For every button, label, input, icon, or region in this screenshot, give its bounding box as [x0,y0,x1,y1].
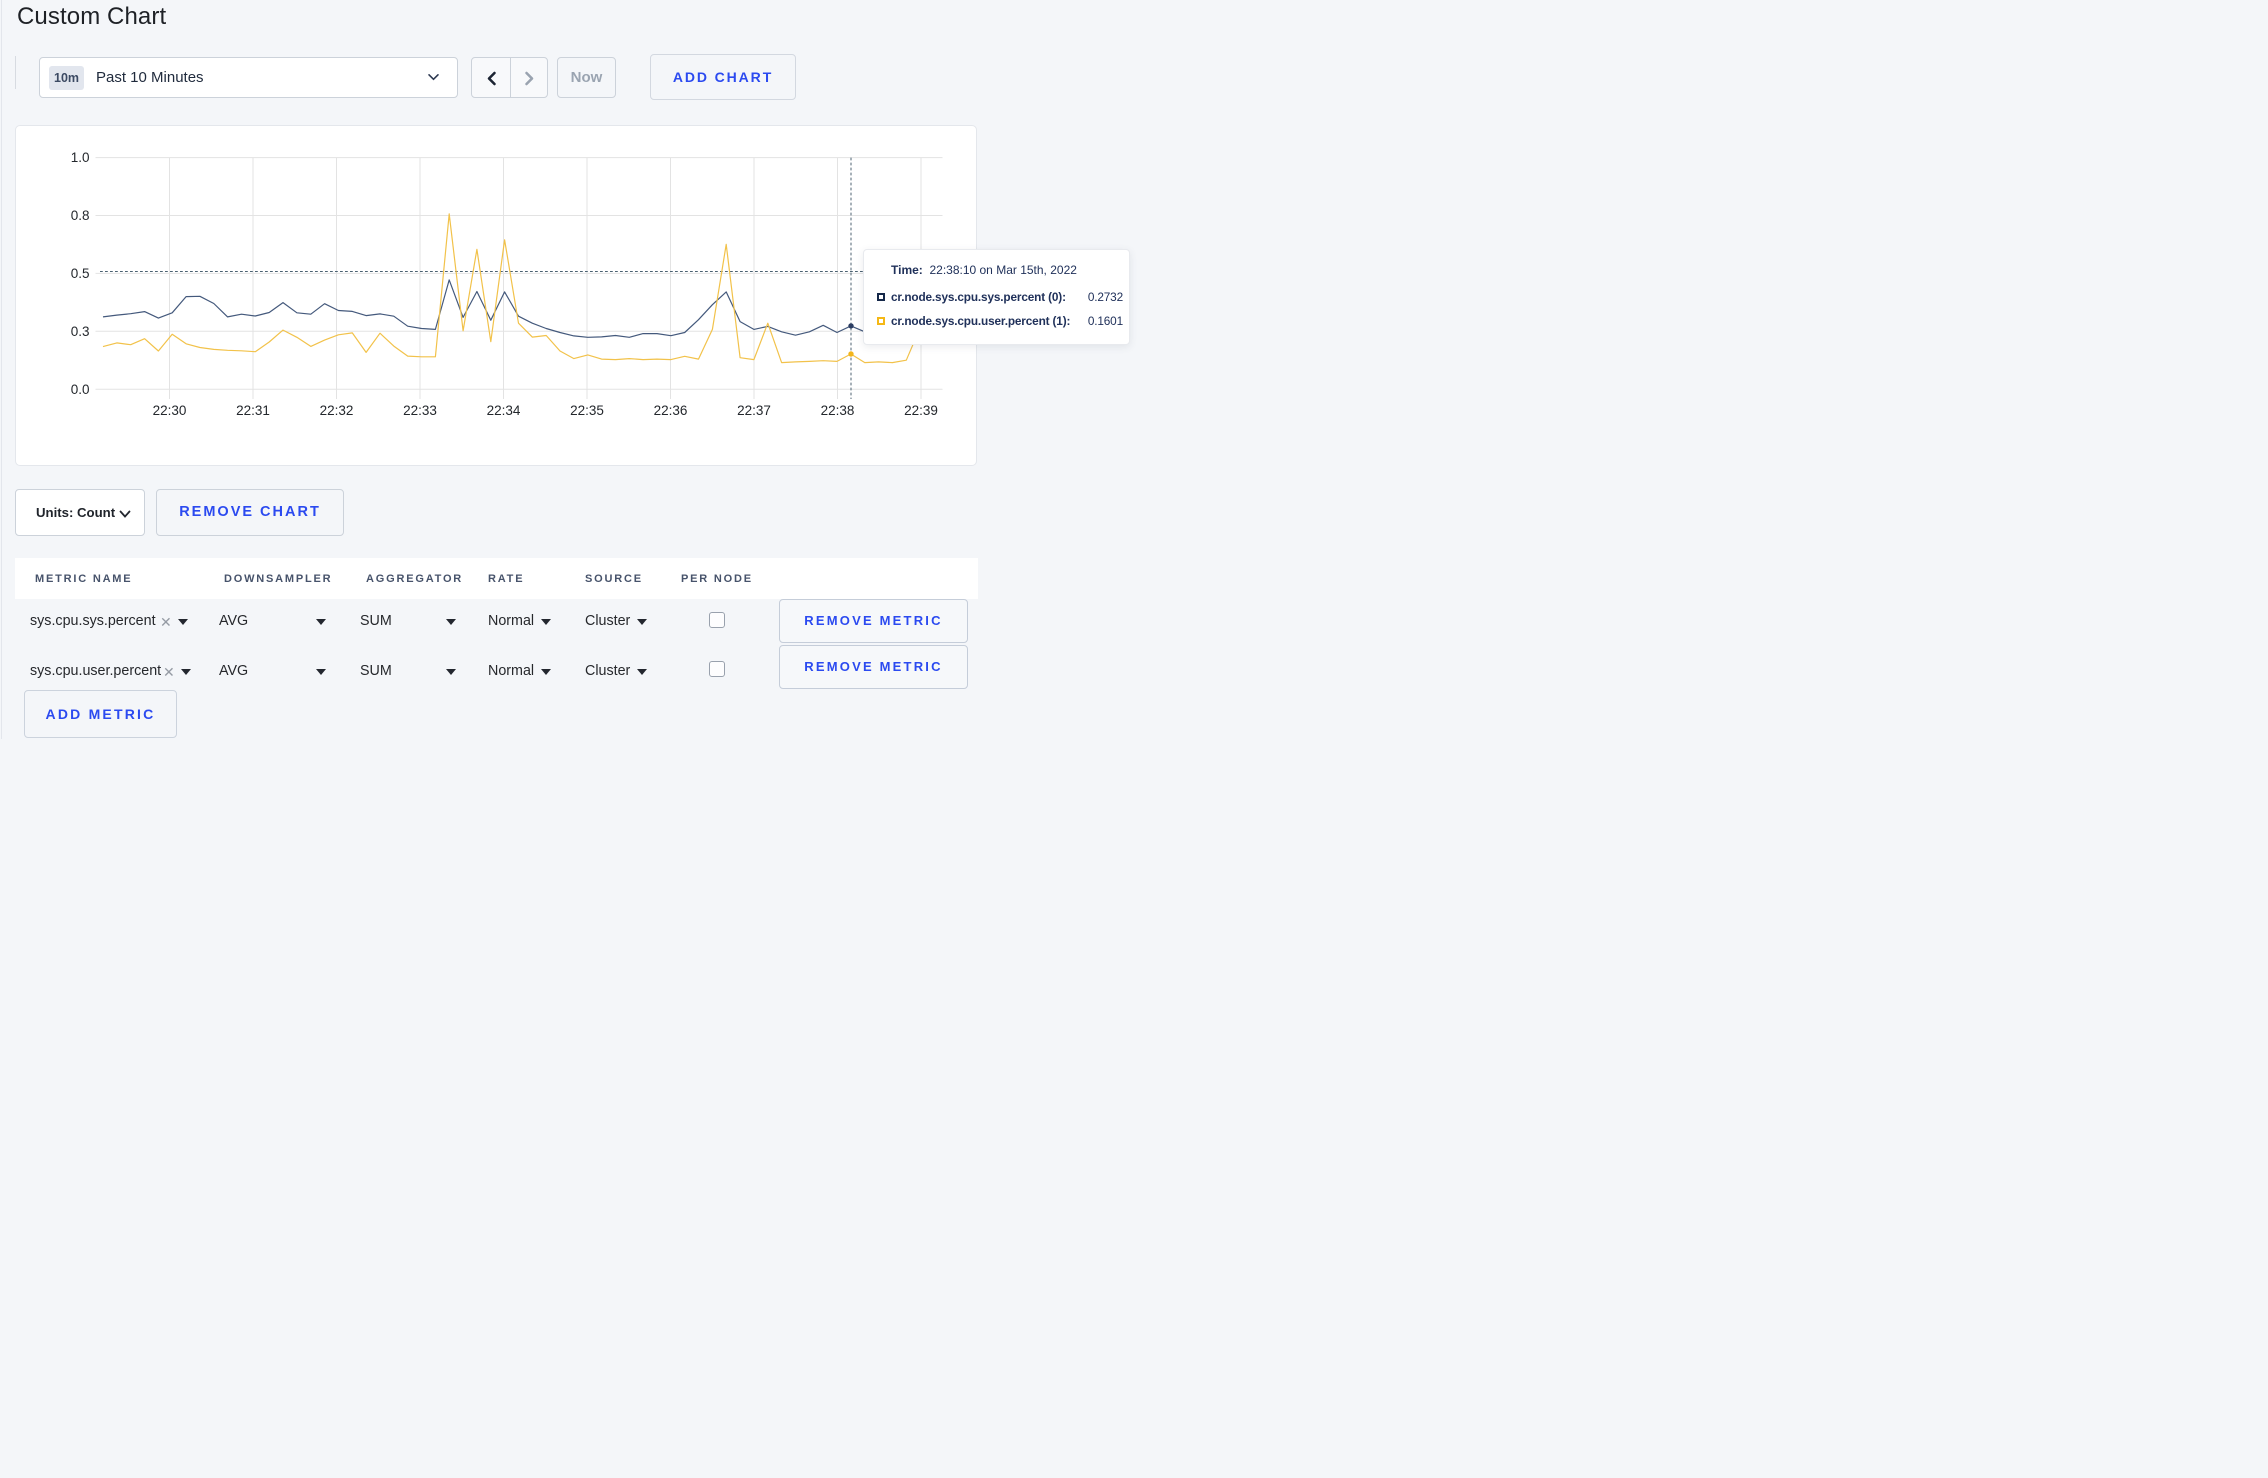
svg-text:22:38: 22:38 [821,403,855,418]
svg-text:22:36: 22:36 [654,403,688,418]
svg-text:22:32: 22:32 [320,403,354,418]
svg-text:22:39: 22:39 [904,403,938,418]
svg-text:22:35: 22:35 [570,403,604,418]
svg-text:0.0: 0.0 [71,382,90,397]
svg-text:22:34: 22:34 [487,403,521,418]
svg-text:0.5: 0.5 [71,266,90,281]
svg-text:22:37: 22:37 [737,403,771,418]
svg-text:1.0: 1.0 [71,150,90,165]
svg-text:22:33: 22:33 [403,403,437,418]
svg-text:0.8: 0.8 [71,208,90,223]
svg-text:22:30: 22:30 [153,403,187,418]
svg-text:22:31: 22:31 [236,403,270,418]
svg-text:0.3: 0.3 [71,324,90,339]
